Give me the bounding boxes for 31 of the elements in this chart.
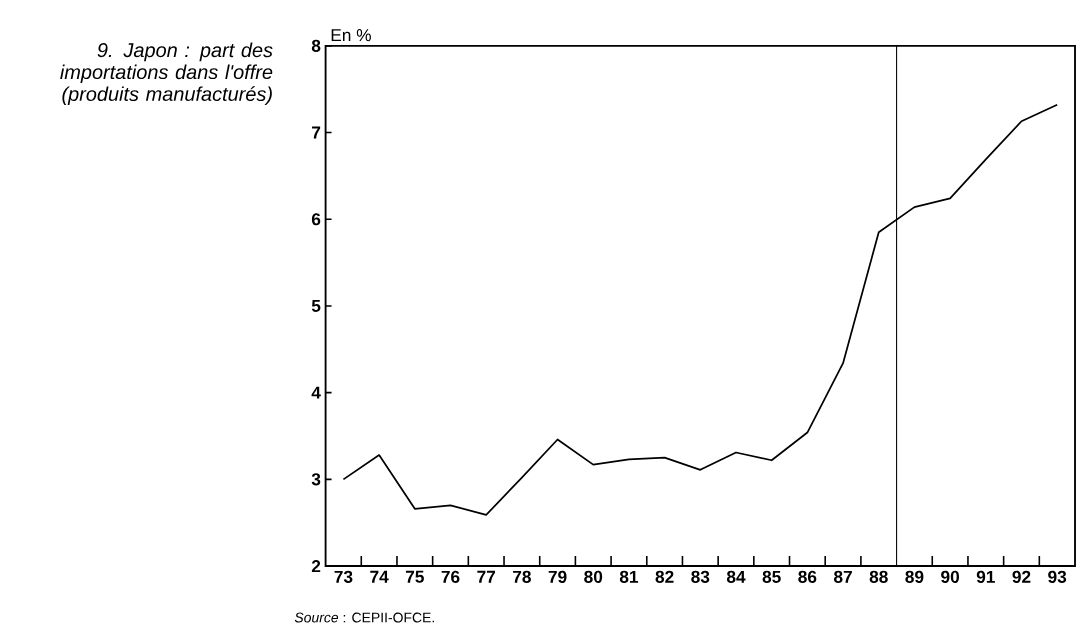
x-tick-label: 73 xyxy=(334,570,353,584)
y-axis-title: En % xyxy=(331,29,371,42)
x-tick-label: 80 xyxy=(584,570,603,584)
y-tick-label: 2 xyxy=(311,560,321,573)
x-tick-label: 88 xyxy=(869,570,888,584)
x-tick-label: 91 xyxy=(976,570,995,584)
x-tick-label: 83 xyxy=(691,570,710,584)
y-tick-label: 7 xyxy=(312,126,321,139)
x-tick-label: 81 xyxy=(619,570,639,584)
y-tick-label: 8 xyxy=(311,39,321,53)
x-tick-label: 84 xyxy=(726,570,746,584)
text: Source : CEPII-OFCE. xyxy=(294,612,434,623)
x-tick-label: 92 xyxy=(1012,570,1031,584)
y-tick-label: 5 xyxy=(311,300,321,313)
x-tick-label: 93 xyxy=(1048,570,1067,584)
x-tick-label: 87 xyxy=(833,570,852,584)
x-tick-label: 74 xyxy=(370,570,389,583)
x-tick-label: 85 xyxy=(762,570,781,584)
x-tick-label: 89 xyxy=(905,570,924,584)
x-tick-label: 75 xyxy=(405,570,424,583)
text: 9. Japon : part des importations dans l'offre (produits manufacturés) xyxy=(60,42,273,106)
y-tick-label: 6 xyxy=(311,213,321,226)
x-tick-label: 82 xyxy=(655,570,674,584)
x-tick-label: 86 xyxy=(798,570,817,584)
x-tick-label: 79 xyxy=(548,570,567,584)
x-tick-label: 90 xyxy=(941,570,959,584)
x-tick-label: 76 xyxy=(441,570,460,584)
x-tick-label: 78 xyxy=(513,570,531,584)
y-tick-label: 3 xyxy=(311,473,321,486)
y-tick-label: 4 xyxy=(311,386,321,399)
x-tick-label: 77 xyxy=(477,570,496,583)
